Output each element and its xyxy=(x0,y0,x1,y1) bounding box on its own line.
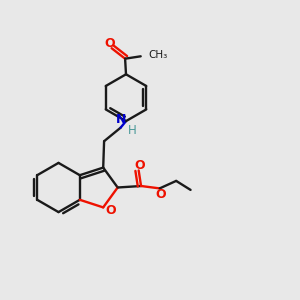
Text: O: O xyxy=(105,204,116,217)
Text: H: H xyxy=(128,124,136,136)
Text: CH₃: CH₃ xyxy=(148,50,167,60)
Text: O: O xyxy=(155,188,166,202)
Text: N: N xyxy=(116,113,126,126)
Text: O: O xyxy=(104,38,115,50)
Text: O: O xyxy=(135,159,146,172)
